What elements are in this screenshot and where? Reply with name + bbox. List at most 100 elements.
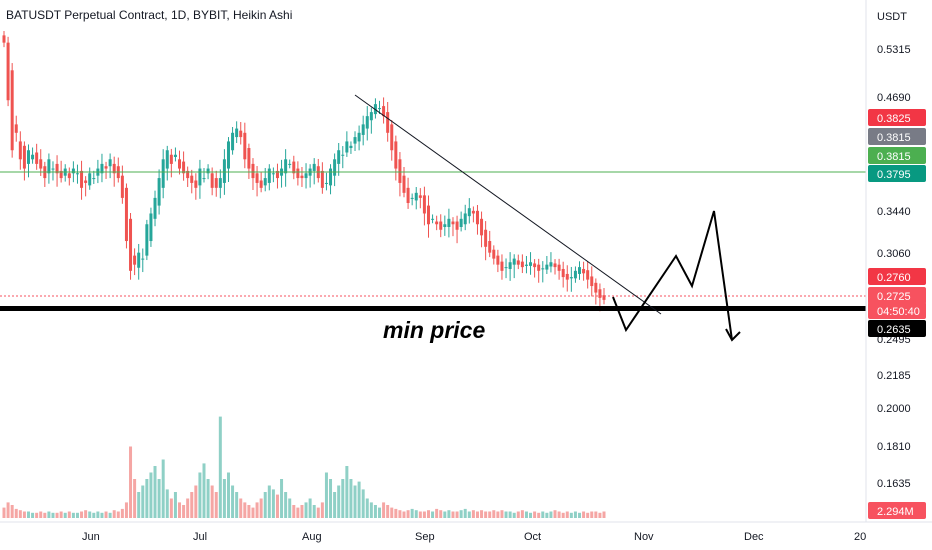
candle[interactable] [451, 221, 455, 225]
candle[interactable] [537, 264, 541, 271]
candle[interactable] [235, 128, 239, 138]
candle[interactable] [529, 262, 533, 266]
candle[interactable] [533, 263, 537, 268]
projected-path[interactable] [612, 210, 733, 341]
candle[interactable] [426, 205, 430, 225]
time-axis[interactable]: Jun Jul Aug Sep Oct Nov Dec 20 [0, 521, 932, 543]
candle[interactable] [394, 141, 398, 169]
candle[interactable] [341, 154, 345, 156]
candle[interactable] [137, 252, 141, 268]
label-3825[interactable]: 0.3825 [868, 109, 926, 126]
interval[interactable]: 1D [170, 8, 187, 22]
candle[interactable] [492, 249, 496, 259]
candle[interactable] [553, 263, 557, 268]
candle[interactable] [194, 180, 198, 188]
candle[interactable] [161, 159, 165, 188]
candle[interactable] [320, 170, 324, 188]
candle[interactable] [504, 267, 508, 269]
candle[interactable] [329, 168, 333, 186]
candle[interactable] [333, 159, 337, 176]
candle[interactable] [10, 70, 14, 151]
candle[interactable] [198, 168, 202, 186]
candle[interactable] [586, 270, 590, 280]
candle[interactable] [524, 264, 528, 266]
chart-style[interactable]: Heikin Ashi [233, 8, 293, 22]
candle[interactable] [67, 173, 71, 179]
candle[interactable] [178, 159, 182, 169]
candle[interactable] [545, 264, 549, 270]
candle[interactable] [312, 163, 316, 171]
candle[interactable] [422, 195, 426, 214]
candle[interactable] [88, 173, 92, 186]
candle[interactable] [153, 197, 157, 219]
candle[interactable] [267, 168, 271, 183]
candle[interactable] [226, 141, 230, 169]
candle[interactable] [75, 173, 79, 175]
candle[interactable] [439, 221, 443, 230]
candle[interactable] [145, 224, 149, 256]
candle[interactable] [243, 132, 247, 160]
candle[interactable] [398, 159, 402, 183]
candle[interactable] [251, 163, 255, 179]
candle[interactable] [435, 221, 439, 225]
candle[interactable] [51, 168, 55, 170]
candle[interactable] [561, 268, 565, 278]
candle[interactable] [480, 218, 484, 236]
candle[interactable] [488, 241, 492, 253]
candle[interactable] [386, 112, 390, 133]
candle[interactable] [569, 277, 573, 279]
candle[interactable] [190, 175, 194, 183]
candle[interactable] [6, 42, 10, 101]
candle[interactable] [496, 255, 500, 265]
candle[interactable] [141, 258, 145, 260]
candle[interactable] [259, 180, 263, 188]
candle[interactable] [467, 208, 471, 217]
candle[interactable] [382, 106, 386, 117]
candle[interactable] [353, 137, 357, 144]
candle[interactable] [55, 163, 59, 174]
candle[interactable] [165, 150, 169, 169]
candle[interactable] [337, 150, 341, 164]
candle[interactable] [218, 178, 222, 188]
candle[interactable] [271, 173, 275, 175]
label-2760[interactable]: 0.2760 [868, 268, 926, 285]
candle[interactable] [202, 178, 206, 180]
candle[interactable] [182, 161, 186, 174]
candle[interactable] [557, 264, 561, 271]
candle[interactable] [173, 154, 177, 158]
candle[interactable] [39, 159, 43, 169]
candle[interactable] [247, 148, 251, 169]
price-axis[interactable]: USDT 0.5315 0.4690 0.3440 0.3060 0.2495 … [865, 0, 911, 522]
candle[interactable] [512, 258, 516, 265]
candle[interactable] [300, 175, 304, 179]
label-3795[interactable]: 0.3795 [868, 165, 926, 182]
candle[interactable] [2, 35, 6, 43]
candle[interactable] [292, 161, 296, 174]
candle[interactable] [500, 261, 504, 271]
candle[interactable] [590, 276, 594, 287]
candle[interactable] [18, 141, 22, 160]
candle[interactable] [157, 178, 161, 206]
candle[interactable] [549, 262, 553, 267]
candle[interactable] [120, 175, 124, 198]
candle[interactable] [133, 255, 137, 265]
candle[interactable] [14, 124, 18, 133]
candle[interactable] [214, 178, 218, 188]
candle[interactable] [169, 154, 173, 164]
candle[interactable] [210, 173, 214, 188]
min-price-annotation[interactable]: min price [383, 317, 485, 343]
candle[interactable] [365, 116, 369, 129]
support-line[interactable] [0, 306, 866, 311]
candle[interactable] [22, 145, 26, 169]
descending-trendline[interactable] [354, 94, 662, 315]
label-2725[interactable]: 0.2725 [868, 287, 926, 304]
candle[interactable] [47, 159, 51, 174]
candle[interactable] [263, 178, 267, 186]
candle[interactable] [80, 170, 84, 188]
candle[interactable] [573, 270, 577, 279]
candle[interactable] [349, 145, 353, 149]
candle[interactable] [402, 175, 406, 193]
candle[interactable] [582, 268, 586, 274]
candle[interactable] [516, 260, 520, 265]
